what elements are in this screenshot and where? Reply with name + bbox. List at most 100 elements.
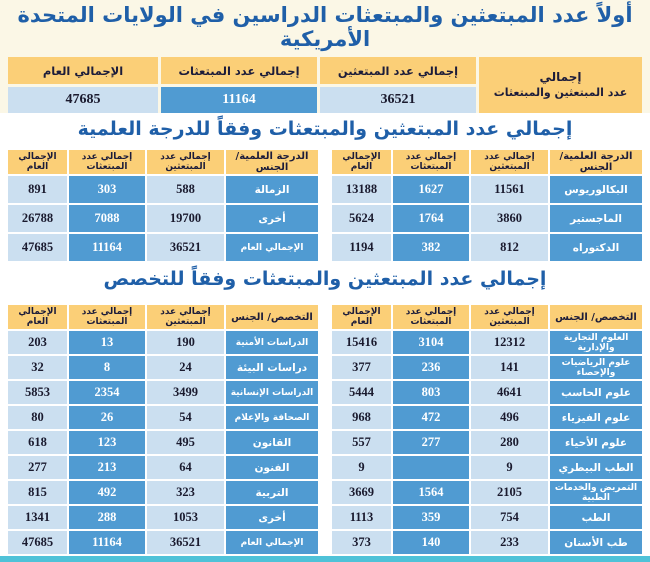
male-count-cell: 323 — [147, 481, 224, 504]
male-count-cell: 24 — [147, 356, 224, 379]
major-row: الطب البيطري 9 9 — [332, 456, 642, 479]
female-count-cell: 8 — [69, 356, 145, 379]
male-count-cell: 495 — [147, 431, 224, 454]
male-count-cell: 588 — [147, 176, 224, 203]
col-header-category: الدرجة العلمية/ الجنس — [550, 150, 642, 174]
page-title: أولاً عدد المبتعثين والمبتعثات الدراسين … — [0, 3, 650, 51]
major-label-cell: علوم الحاسب — [550, 381, 642, 404]
major-label-cell: الدراسات الأمنية — [226, 331, 318, 354]
female-count-cell: 13 — [69, 331, 145, 354]
major-label-cell: القانون — [226, 431, 318, 454]
total-count-cell: 3669 — [332, 481, 391, 504]
total-count-cell: 80 — [8, 406, 67, 429]
female-count-cell: 1627 — [393, 176, 469, 203]
major-label-cell: الطب البيطري — [550, 456, 642, 479]
major-table-left: التخصص/ الجنس إجمالي عدد المبتعثين إجمال… — [8, 305, 318, 554]
major-row: الصحافة والإعلام 54 26 80 — [8, 406, 318, 429]
major-row: علوم الفيزياء 496 472 968 — [332, 406, 642, 429]
degree-label-cell: الزمالة — [226, 176, 318, 203]
total-count-cell: 13188 — [332, 176, 391, 203]
major-row: الدراسات الأمنية 190 13 203 — [8, 331, 318, 354]
degree-table-right: الدرجة العلمية/ الجنس إجمالي عدد المبتعث… — [332, 150, 642, 261]
bottom-accent-strip — [0, 556, 650, 562]
total-count-cell: 15416 — [332, 331, 391, 354]
male-count-cell: 36521 — [147, 234, 224, 261]
male-count-cell: 3860 — [471, 205, 548, 232]
major-label-cell: طب الأسنان — [550, 531, 642, 554]
male-count-cell: 12312 — [471, 331, 548, 354]
major-label-cell: الدراسات الإنسانية — [226, 381, 318, 404]
degree-row: البكالوريوس 11561 1627 13188 — [332, 176, 642, 203]
total-count-cell: 557 — [332, 431, 391, 454]
major-label-cell: دراسات البيئة — [226, 356, 318, 379]
major-row: أخرى 1053 288 1341 — [8, 506, 318, 529]
total-count-cell: 9 — [332, 456, 391, 479]
col-header-total: الإجمالي العام — [8, 305, 67, 329]
male-count-cell: 9 — [471, 456, 548, 479]
degree-tables: الدرجة العلمية/ الجنس إجمالي عدد المبتعث… — [8, 150, 642, 261]
degree-label-cell: الإجمالي العام — [226, 234, 318, 261]
degree-section-title: إجمالي عدد المبتعثين والمبتعثات وفقاً لل… — [77, 118, 573, 140]
summary-group-label-line2: عدد المبتعثين والمبتعثات — [493, 86, 628, 99]
male-count-cell: 4641 — [471, 381, 548, 404]
total-count-cell: 891 — [8, 176, 67, 203]
total-count-cell: 815 — [8, 481, 67, 504]
female-count-cell: 123 — [69, 431, 145, 454]
col-header-category: الدرجة العلمية/ الجنس — [226, 150, 318, 174]
female-count-cell: 1564 — [393, 481, 469, 504]
major-table-body: العلوم التجارية والإدارية 12312 3104 15416 ع… — [332, 331, 642, 554]
degree-table-body: البكالوريوس 11561 1627 13188 الماجستير 3860 17… — [332, 176, 642, 261]
col-header-category: التخصص/ الجنس — [226, 305, 318, 329]
major-row: علوم الأحياء 280 277 557 — [332, 431, 642, 454]
female-count-cell: 492 — [69, 481, 145, 504]
major-label-cell: الصحافة والإعلام — [226, 406, 318, 429]
male-count-cell: 754 — [471, 506, 548, 529]
female-count-cell: 288 — [69, 506, 145, 529]
degree-label-cell: البكالوريوس — [550, 176, 642, 203]
male-count-cell: 64 — [147, 456, 224, 479]
male-count-cell: 190 — [147, 331, 224, 354]
major-row: طب الأسنان 233 140 373 — [332, 531, 642, 554]
female-count-cell: 213 — [69, 456, 145, 479]
male-count-cell: 812 — [471, 234, 548, 261]
male-count-cell: 19700 — [147, 205, 224, 232]
col-header-total: الإجمالي العام — [8, 150, 67, 174]
total-count-cell: 373 — [332, 531, 391, 554]
degree-label-cell: أخرى — [226, 205, 318, 232]
col-header-female: إجمالي عدد المبتعثات — [69, 150, 145, 174]
female-count-cell: 2354 — [69, 381, 145, 404]
major-row: الفنون 64 213 277 — [8, 456, 318, 479]
total-count-cell: 5444 — [332, 381, 391, 404]
degree-table-header-row: الدرجة العلمية/ الجنس إجمالي عدد المبتعث… — [332, 150, 642, 174]
col-header-category: التخصص/ الجنس — [550, 305, 642, 329]
col-header-male: إجمالي عدد المبتعثين — [471, 150, 548, 174]
col-header-male: إجمالي عدد المبتعثين — [147, 305, 224, 329]
total-count-cell: 1194 — [332, 234, 391, 261]
degree-row: الماجستير 3860 1764 5624 — [332, 205, 642, 232]
male-count-cell: 36521 — [147, 531, 224, 554]
total-count-cell: 277 — [8, 456, 67, 479]
degree-table-left: الدرجة العلمية/ الجنس إجمالي عدد المبتعث… — [8, 150, 318, 261]
total-count-cell: 32 — [8, 356, 67, 379]
col-header-female: إجمالي عدد المبتعثات — [393, 150, 469, 174]
female-count-cell: 1764 — [393, 205, 469, 232]
total-count-cell: 26788 — [8, 205, 67, 232]
summary-header-female: إجمالي عدد المبتعثات — [161, 57, 317, 84]
major-tables: التخصص/ الجنس إجمالي عدد المبتعثين إجمال… — [8, 305, 642, 554]
total-count-cell: 618 — [8, 431, 67, 454]
major-row: علوم الرياضيات والإحصاء 141 236 377 — [332, 356, 642, 379]
degree-table-header-row: الدرجة العلمية/ الجنس إجمالي عدد المبتعث… — [8, 150, 318, 174]
female-count-cell: 140 — [393, 531, 469, 554]
female-count-cell: 236 — [393, 356, 469, 379]
degree-row: أخرى 19700 7088 26788 — [8, 205, 318, 232]
page-title-line2: الأمريكية — [279, 27, 371, 51]
degree-table-body: الزمالة 588 303 891 أخرى 19700 7088 26788 الإجما… — [8, 176, 318, 261]
female-count-cell — [393, 456, 469, 479]
major-table-body: الدراسات الأمنية 190 13 203 دراسات البيئة 24 8… — [8, 331, 318, 554]
major-row: الطب 754 359 1113 — [332, 506, 642, 529]
major-label-cell: أخرى — [226, 506, 318, 529]
total-count-cell: 5624 — [332, 205, 391, 232]
major-label-cell: علوم الفيزياء — [550, 406, 642, 429]
major-row: الدراسات الإنسانية 3499 2354 5853 — [8, 381, 318, 404]
female-count-cell: 26 — [69, 406, 145, 429]
